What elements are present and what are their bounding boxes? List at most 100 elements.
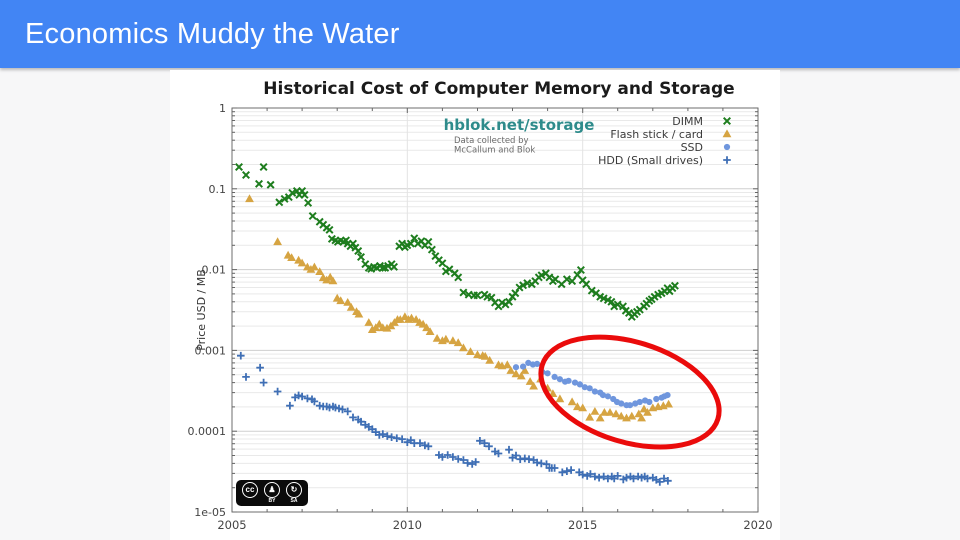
data-point-circle — [551, 373, 558, 380]
data-point-plus — [259, 378, 268, 387]
legend-label: SSD — [681, 141, 703, 154]
data-point-triangle — [627, 411, 637, 420]
data-point-plus — [242, 373, 250, 381]
data-point-triangle — [555, 394, 565, 403]
data-point-plus — [454, 455, 462, 463]
data-point-cross — [378, 263, 387, 272]
data-point-plus — [256, 363, 264, 372]
data-point-circle — [626, 402, 634, 409]
data-point-plus — [613, 472, 622, 480]
data-point-cross — [288, 188, 297, 197]
data-point-cross — [356, 252, 366, 262]
license-sub-label: SA — [290, 498, 298, 504]
x-tick-label: 2010 — [393, 518, 422, 532]
data-point-cross — [241, 170, 251, 180]
y-axis-title: Price USD / MB — [195, 269, 208, 351]
data-point-plus — [449, 453, 457, 461]
data-point-circle — [664, 392, 671, 399]
data-point-plus — [656, 478, 664, 486]
data-point-cross — [438, 259, 447, 268]
data-point-cross — [427, 245, 436, 254]
data-point-circle — [653, 395, 660, 403]
data-point-plus — [338, 405, 347, 414]
data-point-plus — [349, 413, 357, 422]
data-point-circle — [576, 381, 583, 388]
data-point-cross — [259, 162, 268, 172]
data-point-plus — [471, 458, 480, 466]
data-point-triangle — [616, 411, 626, 420]
data-point-cross — [473, 291, 482, 300]
data-point-cross — [504, 297, 514, 306]
data-point-triangle — [432, 334, 442, 342]
data-point-cross — [406, 239, 415, 248]
data-point-triangle — [516, 371, 526, 380]
data-point-cross — [454, 273, 463, 282]
data-point-cross — [722, 116, 732, 126]
data-point-circle — [520, 363, 527, 370]
y-tick-label: 0.0001 — [188, 425, 227, 438]
data-point-triangle — [585, 412, 595, 421]
data-point-plus — [286, 401, 294, 410]
series-hdd-small-drives- — [237, 351, 672, 486]
data-point-triangle — [466, 347, 475, 355]
annotation-ellipse — [538, 334, 722, 450]
data-point-triangle — [273, 237, 282, 246]
x-tick-label: 2020 — [743, 518, 772, 532]
data-point-triangle — [590, 407, 600, 415]
data-point-circle — [581, 384, 588, 391]
data-point-cross — [348, 239, 358, 248]
data-point-circle — [591, 388, 598, 395]
data-point-triangle — [485, 355, 495, 364]
data-point-cross — [354, 246, 363, 256]
data-point-triangle — [520, 366, 530, 374]
y-tick-label: 1 — [219, 102, 226, 115]
data-point-triangle — [722, 129, 732, 138]
data-point-triangle — [605, 408, 615, 416]
data-point-plus — [664, 477, 672, 485]
chart-gridlines — [232, 108, 758, 512]
cc-logo-icon: cc — [242, 482, 258, 498]
data-point-triangle — [364, 318, 374, 326]
data-point-triangle — [643, 408, 652, 416]
cc-license-badge: cc ♟ BY ↻ SA — [236, 480, 308, 506]
data-point-cross — [275, 198, 284, 207]
data-point-cross — [551, 275, 560, 284]
legend-marker-triangle-icon — [722, 129, 732, 138]
data-point-cross — [519, 281, 528, 290]
data-point-plus — [421, 441, 429, 450]
data-point-triangle — [637, 413, 646, 422]
data-point-plus — [723, 156, 731, 164]
data-point-plus — [505, 445, 513, 454]
data-point-cross — [582, 280, 591, 289]
legend-label: DIMM — [672, 115, 703, 128]
data-point-plus — [660, 474, 668, 483]
y-tick-label: 0.01 — [202, 264, 227, 277]
data-point-triangle — [600, 408, 609, 416]
data-point-plus — [629, 474, 638, 483]
data-point-cross — [562, 275, 571, 284]
data-point-triangle — [336, 296, 346, 305]
data-point-plus — [485, 442, 493, 451]
data-point-triangle — [473, 350, 482, 359]
watermark-credit-line: McCallum and Blok — [454, 146, 535, 156]
data-point-triangle — [315, 267, 325, 275]
data-point-plus — [634, 472, 642, 481]
slide-header: Economics Muddy the Water — [0, 0, 960, 68]
data-point-plus — [438, 453, 447, 461]
data-point-triangle — [287, 253, 296, 261]
legend-label: Flash stick / card — [610, 128, 703, 141]
data-point-cross — [576, 265, 585, 275]
data-point-cross — [670, 281, 679, 290]
data-point-plus — [591, 472, 599, 481]
data-point-circle — [586, 385, 593, 392]
data-point-triangle — [567, 397, 577, 406]
data-point-plus — [599, 472, 608, 481]
series-ssd — [512, 359, 671, 409]
data-point-plus — [578, 470, 587, 479]
data-point-plus — [416, 439, 424, 447]
data-point-plus — [558, 468, 567, 477]
data-point-cross — [300, 190, 309, 199]
data-point-triangle — [395, 315, 405, 323]
